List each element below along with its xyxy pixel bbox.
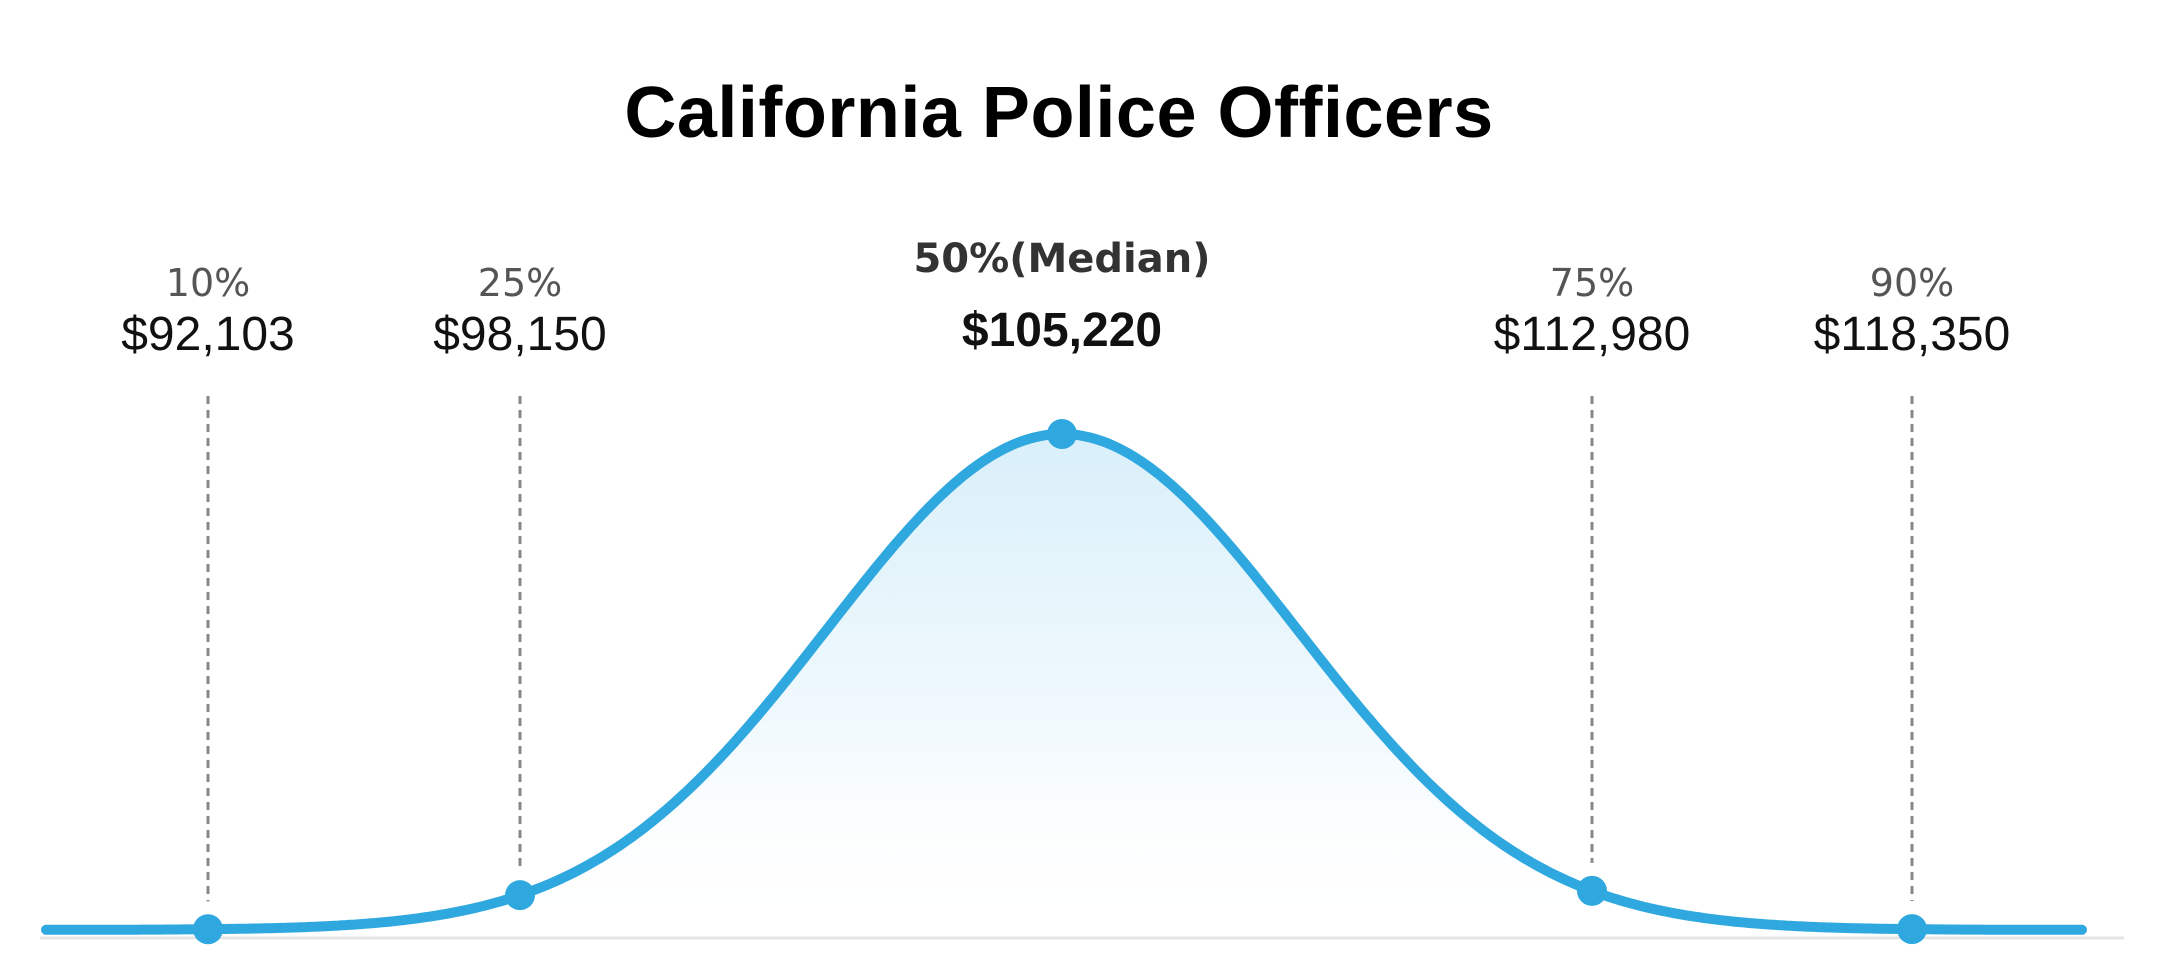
percentile-label-50median: 50%(Median) xyxy=(913,236,1210,282)
percentile-label-75: 75% xyxy=(1550,261,1634,305)
percentile-point-90 xyxy=(1897,914,1927,945)
percentile-label-25: 25% xyxy=(478,261,562,305)
percentile-point-25 xyxy=(505,880,535,911)
chart-title: California Police Officers xyxy=(624,73,1494,153)
percentile-value-25: $98,150 xyxy=(433,308,607,361)
percentile-label-90: 90% xyxy=(1870,261,1954,305)
percentile-value-50median: $105,220 xyxy=(962,304,1162,357)
percentile-label-10: 10% xyxy=(166,261,250,305)
percentile-value-90: $118,350 xyxy=(1814,308,2011,361)
percentile-point-50median xyxy=(1047,419,1077,449)
percentile-point-10 xyxy=(193,914,223,945)
percentile-point-75 xyxy=(1577,875,1607,906)
percentile-value-75: $112,980 xyxy=(1494,308,1691,361)
percentile-value-10: $92,103 xyxy=(121,308,295,361)
distribution-area xyxy=(46,434,2082,938)
